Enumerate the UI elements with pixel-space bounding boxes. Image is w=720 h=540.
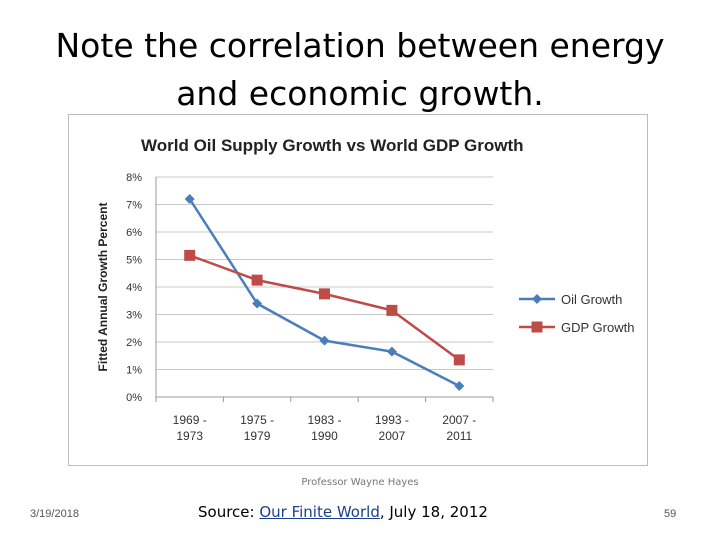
data-point	[454, 381, 465, 391]
legend-label: Oil Growth	[561, 292, 622, 307]
x-tick-label: 1993 -	[375, 413, 409, 427]
slide-title: Note the correlation between energy and …	[40, 22, 680, 118]
presenter-name: Professor Wayne Hayes	[301, 477, 419, 488]
data-point	[386, 346, 397, 357]
x-tick-label: 1990	[311, 429, 338, 443]
source-suffix: , July 18, 2012	[379, 503, 488, 521]
x-tick-label: 2007	[379, 429, 406, 443]
y-tick-label: 1%	[126, 365, 142, 377]
page-number: 59	[664, 508, 677, 520]
source-prefix: Source:	[198, 503, 260, 521]
x-tick-label: 2011	[446, 429, 472, 443]
data-point	[319, 335, 330, 346]
data-point	[453, 354, 465, 366]
legend-marker	[531, 321, 543, 333]
data-point	[252, 298, 263, 309]
data-point	[319, 288, 330, 300]
slide-date: 3/19/2018	[30, 508, 79, 520]
source-link[interactable]: Our Finite World	[259, 503, 380, 521]
x-tick-label: 1969 -	[173, 413, 207, 427]
y-tick-label: 6%	[126, 227, 142, 239]
y-tick-label: 7%	[126, 200, 142, 212]
data-point	[386, 304, 398, 316]
data-point	[184, 249, 196, 261]
y-axis-label: Fitted Annual Growth Percent	[96, 203, 110, 372]
slide-title-line-2: and economic growth.	[176, 74, 544, 113]
x-tick-label: 1973	[176, 429, 203, 443]
y-tick-label: 4%	[126, 282, 142, 294]
source-citation: Source: Our Finite World, July 18, 2012	[198, 503, 488, 521]
y-tick-label: 3%	[126, 310, 142, 322]
y-tick-label: 2%	[126, 337, 142, 349]
y-tick-label: 8%	[126, 172, 142, 184]
x-tick-label: 1975 -	[240, 413, 274, 427]
data-point	[184, 194, 195, 204]
chart: World Oil Supply Growth vs World GDP Gro…	[96, 136, 634, 443]
x-tick-label: 1979	[244, 429, 271, 443]
slide-title-line-1: Note the correlation between energy	[55, 26, 665, 65]
chart-frame: World Oil Supply Growth vs World GDP Gro…	[68, 114, 648, 466]
x-tick-label: 1983 -	[307, 413, 341, 427]
y-tick-label: 5%	[126, 255, 142, 267]
chart-title: World Oil Supply Growth vs World GDP Gro…	[141, 136, 524, 155]
data-point	[251, 274, 263, 286]
legend-marker	[532, 294, 542, 304]
x-tick-label: 2007 -	[442, 413, 476, 427]
legend-label: GDP Growth	[561, 320, 634, 335]
y-tick-label: 0%	[126, 392, 142, 404]
